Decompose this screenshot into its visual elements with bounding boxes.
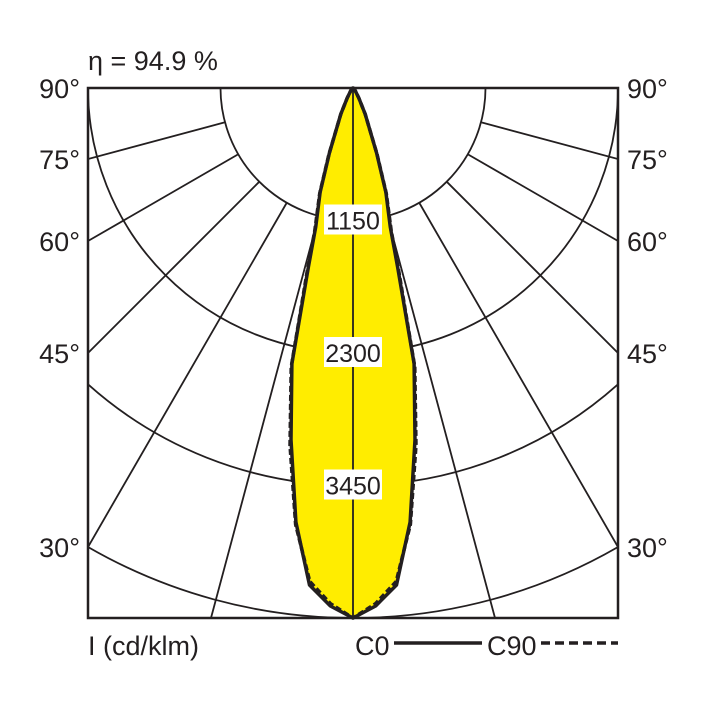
radial-label-background	[324, 337, 382, 367]
angle-tick-label: 75°	[39, 145, 80, 175]
angle-tick-labels: 90° 90° 75° 75° 60° 60° 45° 45° 30° 30°	[39, 74, 668, 563]
legend-c90-label: C90	[487, 631, 537, 661]
grid-radial-line	[88, 181, 260, 354]
grid-radial-line	[386, 215, 496, 618]
plot-frame	[86, 86, 620, 620]
angle-tick-label: 90°	[39, 74, 80, 104]
grid-radial-line	[480, 121, 618, 160]
angle-tick-label: 45°	[627, 339, 668, 369]
radial-tick-label: 2300	[325, 340, 381, 368]
grid-radial-line	[210, 215, 320, 618]
angle-tick-label: 60°	[39, 227, 80, 257]
grid-radial-line	[446, 181, 618, 354]
radial-label-background	[324, 204, 382, 235]
grid-radial-line	[467, 153, 618, 242]
radial-tick-labels: 1150 2300 3450	[324, 204, 382, 501]
legend: C0 C90	[355, 631, 618, 661]
legend-c0-label: C0	[355, 631, 390, 661]
radial-label-background	[324, 469, 382, 500]
angle-tick-label: 45°	[39, 339, 80, 369]
grid-radial-line	[418, 202, 618, 548]
chart-title: η = 94.9 %	[88, 46, 218, 76]
angle-tick-label: 75°	[627, 145, 668, 175]
angle-tick-label: 30°	[39, 533, 80, 563]
angle-tick-label: 60°	[627, 227, 668, 257]
grid-radial-line	[88, 153, 239, 242]
grid-radial-line	[88, 121, 226, 160]
angle-tick-label: 90°	[627, 74, 668, 104]
radial-tick-label: 3450	[325, 473, 381, 501]
grid-radial-line	[88, 202, 288, 548]
angle-tick-label: 30°	[627, 533, 668, 563]
unit-label: I (cd/klm)	[88, 631, 199, 661]
radial-tick-label: 1150	[326, 208, 380, 236]
